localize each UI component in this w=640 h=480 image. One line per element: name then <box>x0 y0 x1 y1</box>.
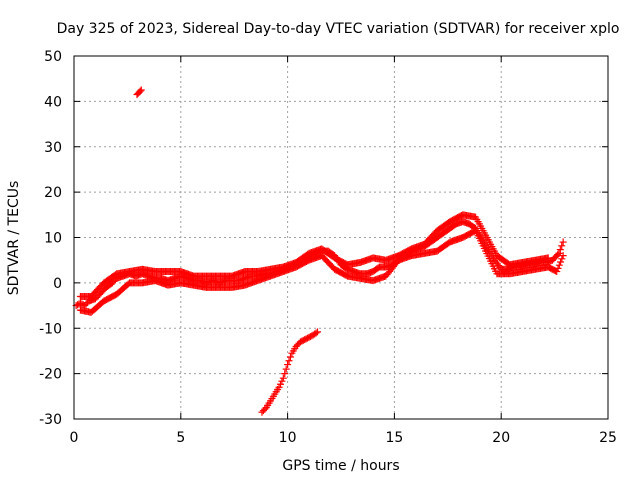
point-descending-branch <box>275 383 283 391</box>
point-descending-branch <box>285 357 293 365</box>
x-axis-label: GPS time / hours <box>282 458 399 474</box>
point-descending-branch <box>281 370 289 378</box>
point-descending-branch <box>314 328 322 336</box>
point-main <box>554 251 562 259</box>
y-tick-label: 40 <box>44 94 62 110</box>
y-tick-label: 10 <box>44 231 62 247</box>
point-spread-lower <box>555 261 563 269</box>
x-tick-label: 20 <box>492 430 510 446</box>
x-tick-label: 25 <box>599 430 617 446</box>
point-descending-branch <box>312 329 320 337</box>
point-outlier <box>137 86 145 94</box>
point-descending-branch <box>261 405 269 413</box>
data-marks <box>72 86 567 416</box>
y-tick-label: 30 <box>44 140 62 156</box>
gridlines <box>74 56 608 419</box>
y-tick-label: -30 <box>39 412 62 428</box>
y-tick-label: 20 <box>44 185 62 201</box>
point-spread-upper <box>544 254 552 262</box>
y-tick-label: 0 <box>53 276 62 292</box>
point-spread-lower <box>554 264 562 272</box>
point-spread-lower <box>553 268 561 276</box>
point-descending-branch <box>286 353 294 361</box>
point-main <box>555 249 563 257</box>
point-descending-branch <box>284 361 292 369</box>
x-tick-label: 10 <box>279 430 297 446</box>
point-spread-lower <box>557 258 565 266</box>
point-main <box>558 242 566 250</box>
x-tick-label: 5 <box>176 430 185 446</box>
point-outlier <box>136 87 144 95</box>
chart-title: Day 325 of 2023, Sidereal Day-to-day VTE… <box>57 21 620 37</box>
point-descending-branch <box>276 380 284 388</box>
point-descending-branch <box>282 365 290 373</box>
y-tick-label: -20 <box>39 367 62 383</box>
point-spread-lower <box>558 255 566 263</box>
point-descending-branch <box>278 377 286 385</box>
point-descending-branch <box>279 374 287 382</box>
y-tick-label: -10 <box>39 321 62 337</box>
point-main <box>556 246 564 254</box>
x-tick-label: 15 <box>385 430 403 446</box>
y-axis-label: SDTVAR / TECUs <box>6 181 22 296</box>
tick-labels: 0 5 10 15 20 25 -30 -20 -10 0 10 20 30 40 50 <box>39 49 617 446</box>
x-tick-label: 0 <box>70 430 79 446</box>
y-tick-label: 50 <box>44 49 62 65</box>
point-spread-lower <box>559 252 567 260</box>
point-main <box>559 238 567 246</box>
axis-ticks <box>73 55 609 420</box>
